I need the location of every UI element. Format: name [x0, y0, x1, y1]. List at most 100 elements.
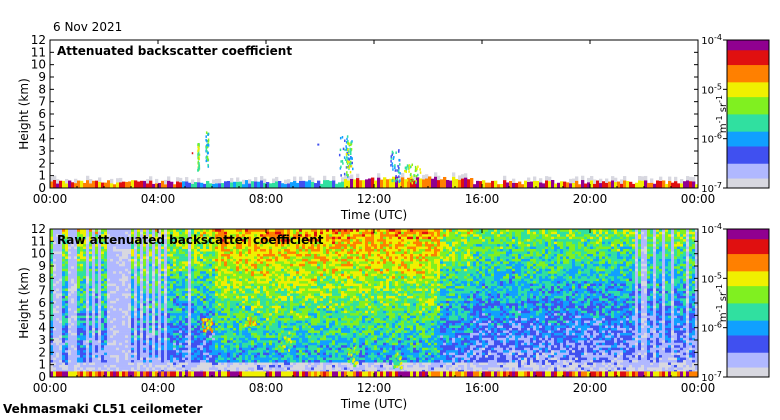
raw-field-cell — [80, 283, 84, 287]
raw-field-cell — [65, 290, 69, 294]
raw-field-cell — [50, 354, 54, 358]
raw-field-cell — [260, 337, 264, 341]
raw-field-cell — [233, 258, 237, 262]
raw-field-cell — [179, 229, 183, 232]
raw-field-cell — [245, 248, 249, 252]
raw-field-cell — [80, 349, 84, 353]
raw-field-cell — [191, 337, 195, 341]
raw-field-cell — [218, 362, 222, 365]
raw-field-cell — [125, 243, 129, 247]
raw-field-cell — [86, 312, 90, 316]
raw-field-cell — [89, 263, 93, 267]
raw-field-cell — [182, 342, 186, 346]
raw-field-cell — [257, 229, 261, 232]
raw-field-cell — [209, 367, 213, 370]
cloud-cell — [345, 145, 347, 148]
raw-field-cell — [248, 367, 252, 370]
raw-field-cell — [92, 325, 96, 328]
raw-field-cell — [80, 285, 84, 289]
colorbar-swatch — [727, 185, 769, 189]
raw-field-cell — [227, 266, 231, 269]
raw-field-cell — [236, 362, 240, 365]
raw-field-cell — [224, 268, 228, 272]
raw-field-cell — [260, 354, 264, 358]
raw-field-cell — [83, 288, 87, 291]
raw-field-cell — [89, 231, 93, 235]
raw-field-cell — [86, 236, 90, 240]
raw-field-cell — [212, 263, 216, 267]
raw-field-cell — [239, 251, 243, 254]
raw-field-cell — [128, 327, 132, 331]
cloud-cell — [205, 159, 208, 163]
raw-field-cell — [83, 268, 87, 272]
raw-field-cell — [251, 258, 255, 262]
raw-field-cell — [104, 337, 108, 341]
raw-field-cell — [101, 266, 105, 269]
raw-field-cell — [92, 273, 96, 277]
raw-field-cell — [221, 268, 225, 272]
raw-field-cell — [116, 290, 120, 294]
haze-cell — [680, 179, 684, 184]
raw-field-cell — [167, 295, 171, 299]
raw-field-cell — [155, 280, 159, 284]
raw-field-cell — [101, 300, 105, 304]
raw-field-cell — [200, 300, 204, 304]
raw-field-cell — [146, 231, 150, 235]
raw-field-cell — [206, 305, 210, 309]
raw-field-cell — [125, 293, 129, 296]
raw-field-cell — [242, 251, 246, 254]
raw-field-cell — [182, 261, 186, 264]
raw-field-cell — [74, 275, 78, 279]
raw-field-cell — [104, 268, 108, 272]
raw-field-cell — [149, 295, 153, 299]
raw-field-cell — [50, 256, 54, 259]
raw-field-cell — [158, 273, 162, 277]
raw-field-cell — [164, 241, 168, 245]
raw-field-cell — [146, 285, 150, 289]
surface-layer-cell — [461, 178, 465, 188]
raw-field-cell — [59, 335, 63, 338]
raw-field-cell — [224, 335, 228, 338]
raw-field-cell — [140, 268, 144, 272]
surface-layer-cell — [632, 183, 636, 188]
raw-field-cell — [143, 335, 147, 338]
raw-field-cell — [116, 362, 120, 365]
raw-field-cell — [95, 258, 99, 262]
raw-field-cell — [53, 315, 57, 319]
raw-field-cell — [188, 280, 192, 284]
raw-field-cell — [212, 322, 216, 326]
raw-field-cell — [95, 325, 99, 328]
raw-field-cell — [170, 349, 174, 353]
raw-field-cell — [179, 238, 183, 242]
raw-field-cell — [95, 349, 99, 353]
raw-field-cell — [152, 280, 156, 284]
raw-field-cell — [203, 229, 207, 232]
raw-field-cell — [218, 317, 222, 321]
raw-field-cell — [185, 357, 189, 361]
raw-field-cell — [230, 233, 234, 237]
raw-field-cell — [101, 347, 105, 351]
raw-field-cell — [113, 369, 117, 373]
raw-field-cell — [92, 327, 96, 331]
raw-field-cell — [59, 325, 63, 328]
raw-field-cell — [62, 231, 66, 235]
raw-field-cell — [122, 349, 126, 353]
raw-field-cell — [128, 263, 132, 267]
raw-field-cell — [170, 246, 174, 250]
raw-field-cell — [131, 342, 135, 346]
raw-field-cell — [50, 342, 54, 346]
cloud-cell — [395, 151, 397, 154]
raw-field-cell — [242, 238, 246, 242]
surface-layer-cell — [131, 180, 135, 188]
raw-field-cell — [152, 364, 156, 368]
surface-layer-cell — [293, 180, 297, 188]
cloud-cell — [341, 159, 344, 163]
raw-field-cell — [248, 270, 252, 274]
raw-field-cell — [140, 327, 144, 331]
raw-field-cell — [122, 256, 126, 259]
raw-field-cell — [194, 340, 198, 343]
raw-field-cell — [215, 303, 219, 306]
raw-field-cell — [203, 347, 207, 351]
x-tick-label: 12:00 — [357, 192, 392, 206]
